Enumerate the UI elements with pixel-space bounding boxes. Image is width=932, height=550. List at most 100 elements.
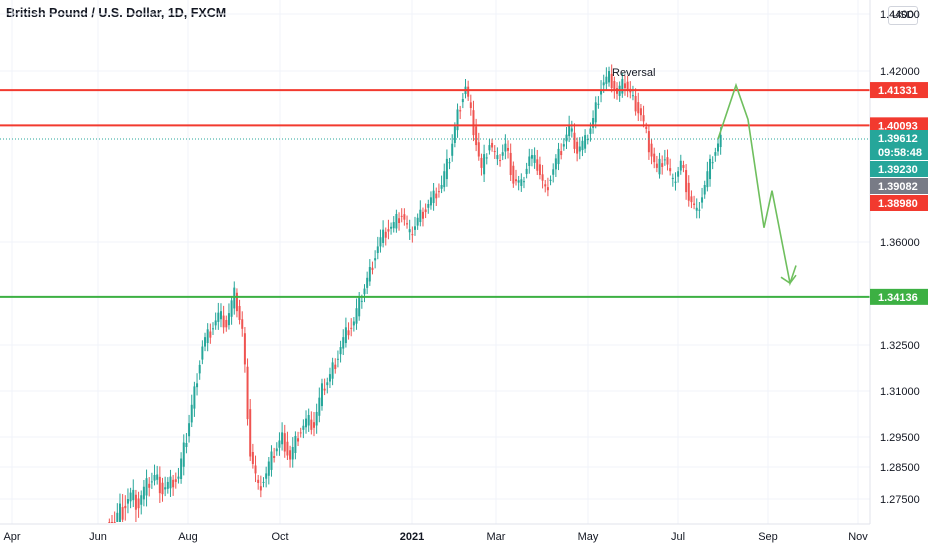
candle-body: [328, 374, 331, 382]
level-label: 1.41331: [878, 85, 918, 97]
candle-body: [469, 102, 472, 109]
candle-body: [507, 147, 510, 151]
candle-body: [427, 204, 430, 208]
projection-line: [717, 82, 797, 287]
candle-body: [509, 152, 512, 176]
candle-body: [129, 492, 132, 502]
candle-body: [310, 419, 313, 430]
candle-body: [472, 110, 475, 136]
axes: 1.44000 1.42000 1.36000 1.32500 1.31000 1.295…: [0, 0, 920, 543]
candle-body: [698, 209, 701, 211]
candle-body: [251, 452, 254, 464]
candle-body: [530, 155, 533, 159]
candle-body: [235, 292, 238, 312]
candle-body: [525, 168, 528, 175]
candle-body: [416, 217, 419, 226]
y-tick-label: 1.27500: [880, 494, 920, 506]
candle-body: [520, 179, 523, 186]
candle-body: [262, 481, 265, 483]
x-tick-label: Jun: [89, 531, 107, 543]
y-tick-label: 1.42000: [880, 66, 920, 78]
candle-body: [267, 461, 270, 476]
candle-body: [600, 89, 603, 95]
candle-body: [459, 110, 462, 112]
candle-body: [584, 135, 587, 149]
y-tick-label: 1.36000: [880, 237, 920, 249]
candle-body: [368, 267, 371, 282]
candle-body: [429, 197, 432, 206]
candle-body: [140, 495, 143, 505]
candle-body: [493, 151, 496, 153]
candle-body: [440, 185, 443, 189]
candle-body: [421, 211, 424, 219]
candle-body: [254, 465, 257, 474]
candle-body: [451, 143, 454, 156]
candle-body: [666, 157, 669, 165]
candle-body: [323, 388, 326, 391]
candle-body: [475, 126, 478, 146]
candle-body: [158, 476, 161, 494]
x-tick-label: Sep: [758, 531, 778, 543]
candle-body: [371, 267, 374, 270]
candle-body: [477, 142, 480, 157]
candle-body: [408, 229, 411, 233]
candle-body: [363, 288, 366, 295]
candle-body: [291, 447, 294, 460]
candle-body: [403, 214, 406, 220]
candle-body: [265, 473, 268, 479]
candle-body: [382, 229, 385, 243]
grid: [0, 0, 870, 524]
candle-body: [156, 474, 159, 480]
candle-body: [193, 386, 196, 409]
candle-body: [480, 157, 483, 168]
candle-body: [246, 366, 249, 420]
candle-body: [126, 499, 129, 504]
candle-body: [445, 158, 448, 180]
candle-body: [153, 475, 156, 481]
candle-body: [613, 80, 616, 91]
candle-body: [230, 300, 233, 317]
candle-body: [565, 134, 568, 142]
candle-body: [297, 438, 300, 442]
candle-body: [602, 82, 605, 86]
candle-body: [605, 76, 608, 84]
candle-body: [496, 155, 499, 160]
candle-body: [610, 73, 613, 89]
candle-body: [623, 83, 626, 89]
resistance-tag: [870, 117, 928, 134]
candle-body: [658, 158, 661, 175]
candle-body: [504, 143, 507, 152]
candle-body: [570, 128, 573, 132]
candle-body: [111, 522, 113, 523]
x-tick-label: Nov: [848, 531, 868, 543]
candle-body: [581, 140, 584, 151]
candle-body: [172, 479, 175, 488]
candle-body: [376, 246, 379, 254]
x-tick-label: May: [578, 531, 599, 543]
candle-body: [118, 503, 121, 522]
candle-body: [315, 411, 318, 426]
chart-title: British Pound / U.S. Dollar, 1D, FXCM: [6, 6, 227, 20]
candle-body: [395, 213, 398, 229]
candle-body: [642, 115, 645, 122]
candle-body: [331, 362, 334, 379]
y-tick-label: 1.31000: [880, 386, 920, 398]
y-tick-label: 1.29500: [880, 432, 920, 444]
x-tick-label: Jul: [671, 531, 685, 543]
candle-body: [278, 440, 281, 448]
candle-body: [185, 443, 188, 447]
candle-body: [166, 481, 169, 489]
candle-body: [443, 171, 446, 188]
level-lines: [0, 89, 870, 298]
candle-body: [352, 321, 355, 326]
candle-body: [522, 181, 525, 183]
candle-body: [573, 132, 576, 149]
candle-body: [286, 441, 289, 456]
candle-body: [461, 99, 464, 103]
x-tick-label: Aug: [178, 531, 198, 543]
currency-button[interactable]: USD: [888, 6, 918, 25]
candle-body: [132, 489, 135, 501]
candle-body: [709, 158, 712, 180]
candle-body: [685, 170, 688, 193]
